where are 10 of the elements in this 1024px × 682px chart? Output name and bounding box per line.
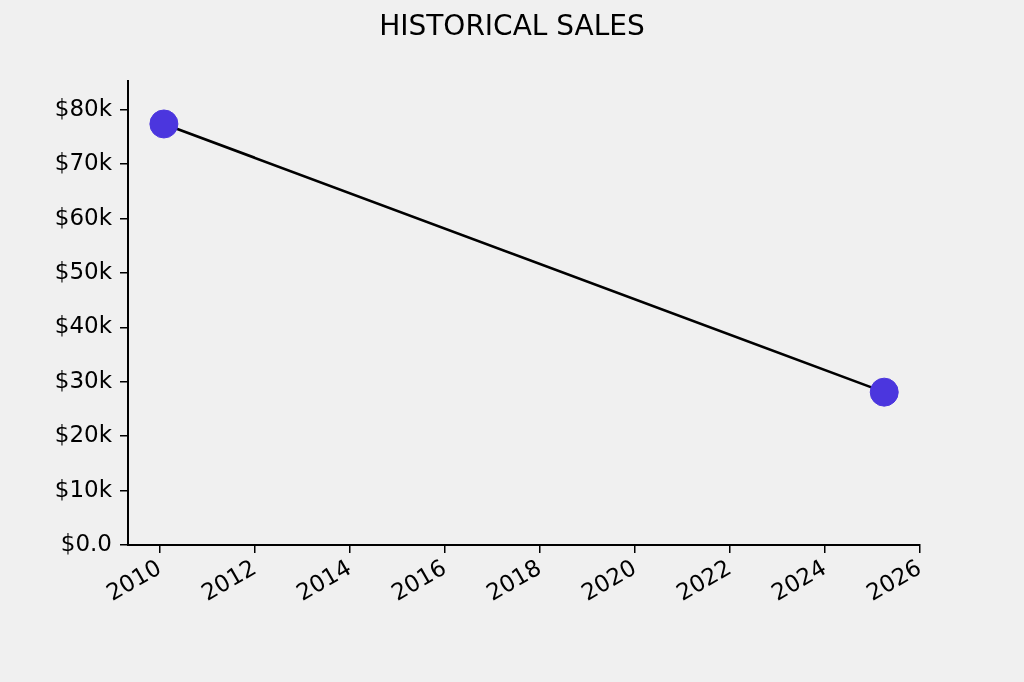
y-tick-label: $10k <box>54 475 113 502</box>
y-tick-label: $50k <box>54 257 113 284</box>
y-tick-label: $30k <box>54 366 113 393</box>
y-tick-label: $70k <box>54 149 113 176</box>
y-tick-label: $40k <box>54 312 113 339</box>
y-tick-label: $80k <box>54 94 113 121</box>
y-tick-label: $60k <box>54 203 113 230</box>
chart-title: HISTORICAL SALES <box>379 9 645 42</box>
y-tick-label: $0.0 <box>60 529 112 556</box>
y-tick-label: $20k <box>54 421 113 448</box>
